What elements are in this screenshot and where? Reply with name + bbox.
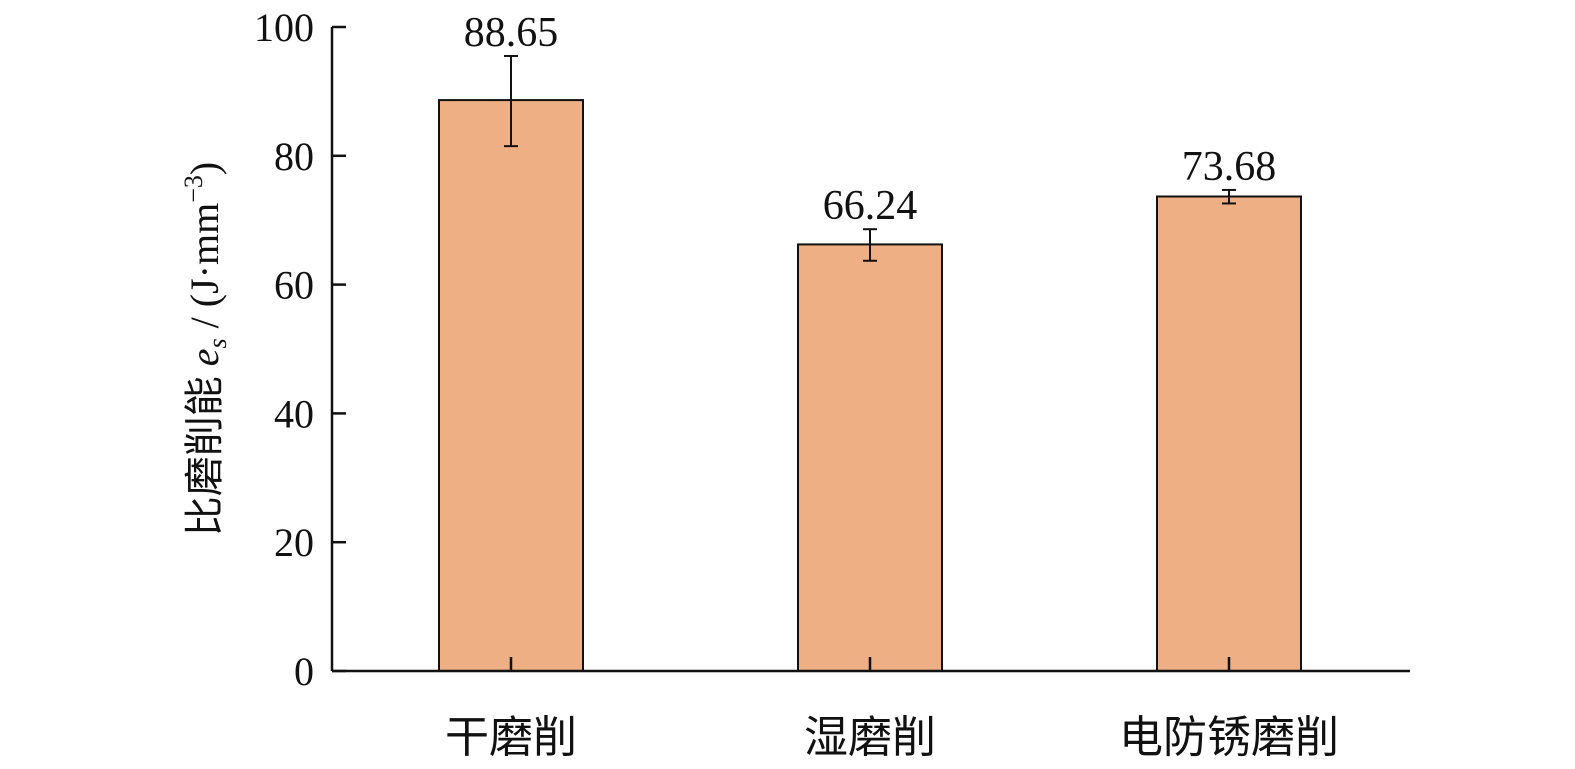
data-label: 73.68	[1182, 144, 1277, 190]
category-label: 干磨削	[445, 713, 577, 762]
y-tick-label: 100	[254, 5, 314, 50]
error-bars-layer	[504, 54, 1236, 262]
bar	[438, 99, 584, 673]
y-axis-label-subscript: s	[203, 338, 232, 348]
category-label: 电防锈磨削	[1119, 713, 1339, 762]
y-tick-label: 20	[274, 520, 314, 565]
y-tick-label: 60	[274, 263, 314, 308]
x-ticks-layer	[509, 657, 1231, 671]
category-label: 湿磨削	[804, 713, 936, 762]
category-labels-layer: 干磨削 湿磨削 电防锈磨削	[445, 713, 1339, 762]
bar	[797, 243, 943, 672]
y-axis-label-symbol: e	[182, 348, 227, 366]
data-label: 88.65	[464, 10, 559, 56]
y-tick-label: 80	[274, 134, 314, 179]
data-labels-layer: 88.65 66.24 73.68	[464, 10, 1277, 229]
bar	[1156, 195, 1302, 672]
y-axis-label-unit: / (J·mm	[182, 203, 227, 339]
y-tick-label: 40	[274, 391, 314, 436]
y-axis-label-prefix: 比磨削能	[182, 366, 227, 536]
y-axis-label: 比磨削能 es / (J·mm−3)	[179, 162, 232, 536]
y-axis-label-close: )	[182, 162, 227, 175]
y-tick-label: 0	[294, 649, 314, 694]
error-bar	[504, 54, 518, 148]
data-label: 66.24	[823, 183, 918, 229]
y-axis-label-exponent: −3	[179, 175, 208, 203]
y-ticks-layer: 0 20 40 60 80 100	[254, 5, 346, 694]
error-bar	[863, 228, 877, 262]
error-bar	[1222, 188, 1236, 205]
